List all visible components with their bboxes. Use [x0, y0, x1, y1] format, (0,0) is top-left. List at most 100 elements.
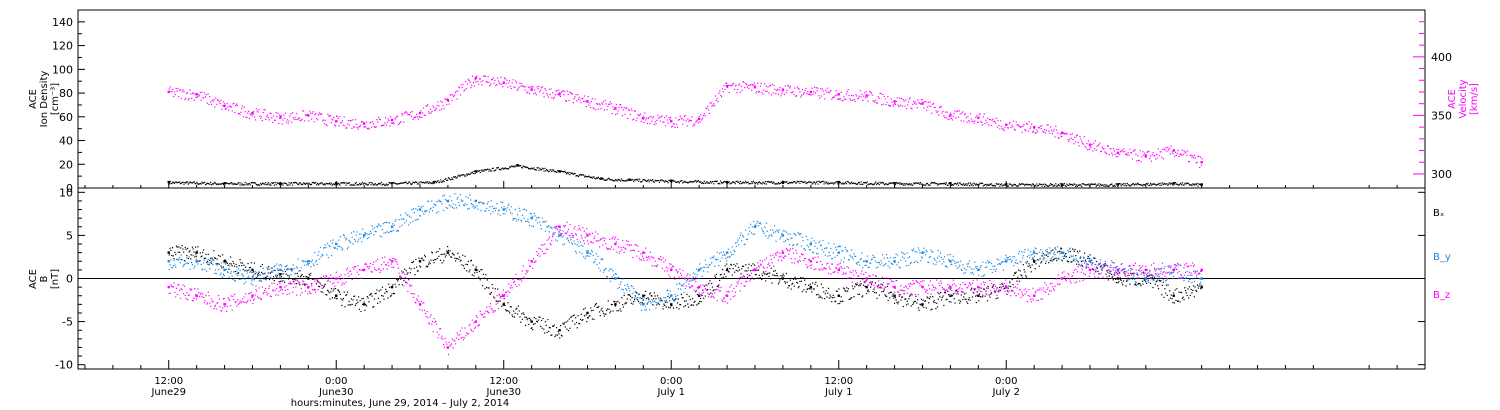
velocity-sample-dot: [211, 99, 214, 102]
velocity-sample-dot: [702, 115, 705, 117]
velocity-sample-dot: [616, 112, 618, 115]
bx-sample-dot: [938, 293, 940, 295]
velocity-sample-dot: [950, 117, 953, 119]
velocity-sample-dot: [591, 98, 593, 100]
velocity-sample-dot: [762, 93, 764, 95]
density-sample-dot: [651, 180, 653, 182]
density-sample-dot: [330, 182, 332, 184]
bx-sample-dot: [1053, 258, 1055, 260]
bx-sample-dot: [1076, 263, 1078, 265]
bx-sample-dot: [715, 276, 717, 279]
by-sample-dot: [866, 255, 869, 257]
by-sample-dot: [281, 269, 283, 272]
bx-sample-dot: [733, 263, 735, 266]
bx-sample-dot: [370, 292, 372, 295]
bx-sample-dot: [792, 278, 795, 280]
density-sample-dot: [210, 184, 213, 186]
velocity-sample-dot: [279, 114, 281, 116]
density-sample-dot: [358, 184, 360, 186]
by-sample-dot: [981, 275, 983, 277]
bx-sample-dot: [890, 291, 892, 293]
by-sample-dot: [1009, 255, 1011, 258]
density-tick-label: 100: [52, 63, 73, 76]
bx-sample-dot: [252, 275, 254, 277]
velocity-sample-dot: [643, 121, 645, 124]
velocity-sample-dot: [1172, 153, 1174, 155]
by-sample-dot: [361, 241, 363, 243]
bx-sample-dot: [691, 304, 693, 306]
velocity-point: [697, 117, 701, 121]
velocity-sample-dot: [1142, 151, 1144, 153]
density-sample-dot: [764, 183, 766, 185]
velocity-sample-dot: [927, 101, 929, 103]
by-sample-dot: [822, 239, 824, 242]
by-sample-dot: [643, 297, 645, 299]
density-sample-dot: [409, 183, 412, 185]
by-sample-dot: [969, 266, 971, 268]
velocity-sample-dot: [510, 87, 512, 90]
bx-sample-dot: [959, 300, 962, 302]
velocity-sample-dot: [1160, 151, 1162, 153]
density-sample-dot: [650, 179, 652, 181]
density-sample-dot: [192, 181, 195, 183]
density-sample-dot: [355, 181, 357, 184]
bx-sample-dot: [232, 260, 234, 263]
by-sample-dot: [851, 256, 853, 258]
velocity-sample-dot: [583, 100, 585, 102]
density-sample-dot: [173, 182, 175, 184]
velocity-axis-label-line: ACE: [1447, 89, 1458, 109]
velocity-sample-dot: [417, 118, 419, 120]
bx-sample-dot: [863, 281, 865, 283]
bx-sample-dot: [575, 321, 578, 324]
bx-sample-dot: [449, 250, 451, 252]
bx-sample-dot: [245, 266, 247, 268]
bx-sample-dot: [464, 255, 466, 257]
by-sample-dot: [614, 277, 616, 279]
by-sample-dot: [664, 300, 666, 302]
velocity-sample-dot: [626, 107, 628, 109]
bx-sample-dot: [369, 293, 372, 295]
density-sample-dot: [1093, 183, 1095, 185]
by-sample-dot: [673, 300, 675, 302]
density-sample-dot: [459, 175, 461, 177]
by-sample-dot: [326, 254, 328, 256]
by-sample-dot: [256, 275, 259, 277]
density-sample-dot: [413, 182, 415, 184]
by-sample-dot: [574, 243, 576, 245]
density-sample-dot: [1087, 183, 1089, 186]
bx-sample-dot: [420, 257, 423, 260]
density-sample-dot: [546, 169, 549, 172]
by-sample-dot: [172, 265, 174, 267]
density-sample-dot: [1074, 183, 1076, 185]
by-sample-dot: [772, 229, 774, 231]
density-sample-dot: [412, 181, 414, 183]
velocity-sample-dot: [359, 126, 361, 128]
velocity-sample-dot: [880, 92, 882, 95]
velocity-point: [614, 107, 617, 110]
density-sample-dot: [621, 180, 624, 182]
by-sample-dot: [907, 257, 909, 259]
density-sample-dot: [733, 181, 736, 183]
velocity-sample-dot: [412, 118, 414, 121]
velocity-sample-dot: [955, 117, 957, 119]
by-sample-dot: [951, 264, 953, 266]
velocity-sample-dot: [210, 103, 213, 105]
by-sample-dot: [671, 294, 673, 296]
bx-sample-dot: [994, 290, 996, 292]
density-sample-dot: [606, 179, 608, 181]
velocity-sample-dot: [908, 98, 910, 100]
bx-sample-dot: [770, 267, 772, 269]
by-sample-dot: [259, 279, 261, 281]
velocity-sample-dot: [677, 126, 679, 128]
density-sample-dot: [468, 173, 470, 176]
velocity-tick-label: 350: [1431, 109, 1452, 122]
by-sample-dot: [575, 250, 577, 253]
by-sample-dot: [947, 254, 949, 256]
density-sample-dot: [669, 180, 671, 182]
density-sample-dot: [352, 184, 354, 186]
bx-sample-dot: [845, 290, 847, 292]
by-sample-dot: [722, 251, 725, 253]
by-sample-dot: [202, 268, 204, 270]
bx-sample-dot: [793, 285, 795, 287]
velocity-sample-dot: [438, 105, 440, 107]
